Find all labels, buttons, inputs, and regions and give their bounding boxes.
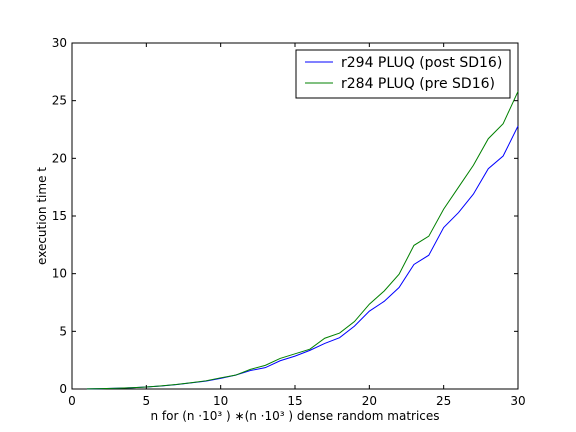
y-tick-label: 25 [52,94,67,108]
plot-area [71,42,519,390]
y-tick-label: 5 [59,324,67,338]
legend: r294 PLUQ (post SD16) r284 PLUQ (pre SD1… [295,49,511,99]
x-tick-label: 5 [143,394,151,408]
legend-box [295,49,511,99]
y-tick-label: 0 [59,382,67,396]
y-tick-label: 20 [52,151,67,165]
x-tick-label: 25 [436,394,451,408]
x-tick-label: 20 [362,394,377,408]
legend-label-series-2: r284 PLUQ (pre SD16) [341,76,495,92]
y-tick-label: 30 [52,36,67,50]
series-layer [86,91,519,390]
y-tick-label: 15 [52,209,67,223]
x-tick-label: 15 [287,394,302,408]
x-tick-label: 0 [68,394,76,408]
y-axis-label: execution time t [35,167,49,265]
x-axis-label: n for (n ·10³ ) ∗(n ·10³ ) dense random … [150,409,439,423]
x-tick-label: 30 [510,394,525,408]
y-tick-label: 10 [52,267,67,281]
series-line-2 [86,91,519,390]
x-tick-label: 10 [213,394,228,408]
legend-label-series-1: r294 PLUQ (post SD16) [341,55,502,71]
axis-ticks: 0 5 10 15 20 25 30 0 5 10 15 20 25 30 [52,36,526,408]
